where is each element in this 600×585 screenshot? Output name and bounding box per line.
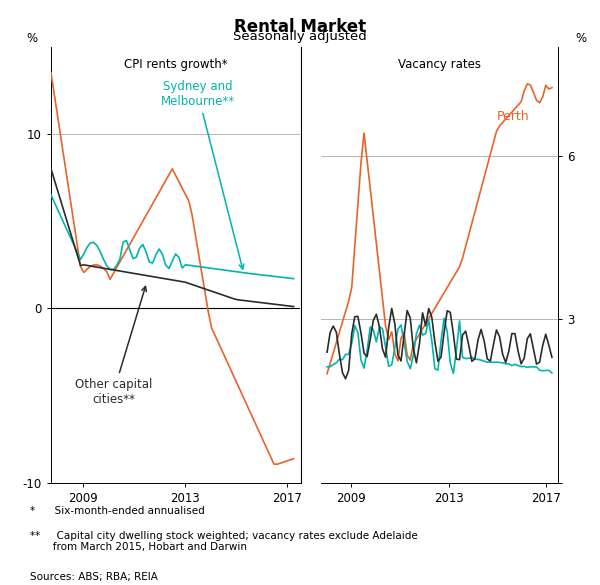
Text: Vacancy rates: Vacancy rates xyxy=(398,58,481,71)
Text: Sources: ABS; RBA; REIA: Sources: ABS; RBA; REIA xyxy=(30,572,158,582)
Text: Sydney and
Melbourne**: Sydney and Melbourne** xyxy=(161,80,244,269)
Text: %: % xyxy=(26,32,37,44)
Text: *      Six-month-ended annualised: * Six-month-ended annualised xyxy=(30,506,205,516)
Text: Perth: Perth xyxy=(497,110,530,123)
Text: **     Capital city dwelling stock weighted; vacancy rates exclude Adelaide
    : ** Capital city dwelling stock weighted;… xyxy=(30,531,418,552)
Text: %: % xyxy=(575,32,586,44)
Text: Seasonally adjusted: Seasonally adjusted xyxy=(233,30,367,43)
Text: CPI rents growth*: CPI rents growth* xyxy=(124,58,227,71)
Text: Rental Market: Rental Market xyxy=(234,18,366,36)
Text: Other capital
cities**: Other capital cities** xyxy=(75,287,152,406)
